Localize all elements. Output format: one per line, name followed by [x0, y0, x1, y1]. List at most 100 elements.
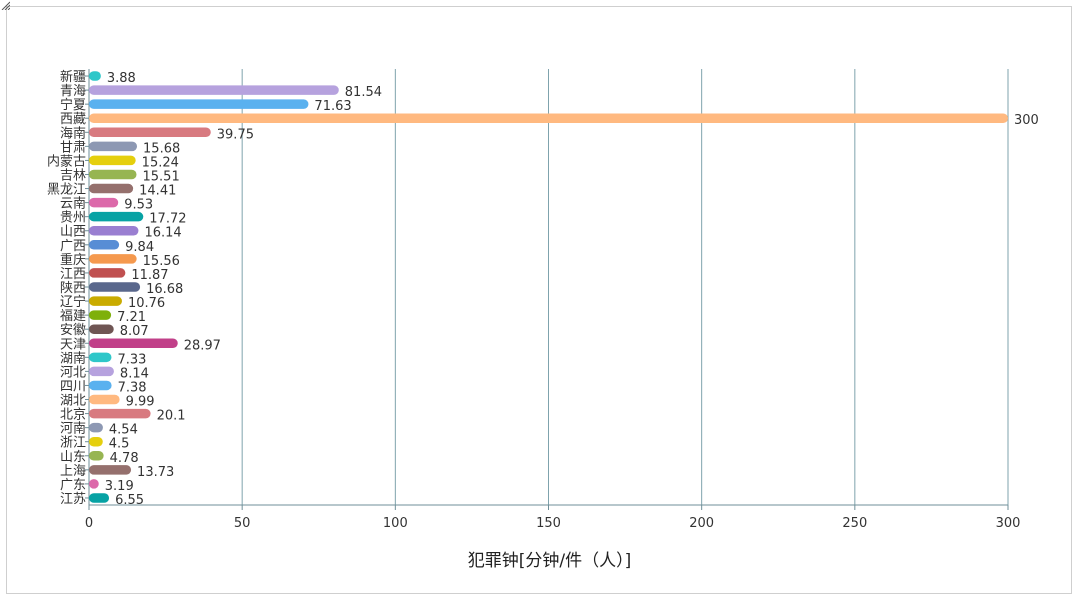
y-tick-label: 北京 [60, 408, 86, 423]
data-label: 81.54 [345, 85, 382, 100]
bar-湖北[interactable] [89, 394, 120, 405]
bar-内蒙古[interactable] [89, 155, 136, 166]
y-tick-label: 上海 [60, 464, 86, 479]
bar-贵州[interactable] [89, 211, 144, 222]
data-label: 4.78 [110, 451, 139, 466]
y-tick-label: 江苏 [60, 491, 86, 507]
data-label: 7.38 [118, 380, 147, 395]
bar-广西[interactable] [89, 240, 120, 250]
bar-青海[interactable] [89, 85, 339, 95]
bar-安徽[interactable] [89, 324, 114, 334]
data-label: 13.73 [137, 465, 174, 480]
y-tick-label: 山东 [60, 450, 86, 465]
data-label: 9.84 [125, 240, 154, 255]
data-label: 10.76 [128, 296, 165, 311]
bar-福建[interactable] [89, 310, 112, 320]
bar-山东[interactable] [89, 451, 104, 461]
y-tick-label: 浙江 [60, 436, 86, 451]
bar-海南[interactable] [89, 127, 211, 138]
y-tick-label: 广东 [60, 478, 86, 493]
y-tick-label: 广西 [60, 239, 86, 254]
data-label: 8.07 [120, 324, 149, 339]
data-label: 9.99 [126, 395, 155, 410]
y-tick-label: 河南 [60, 421, 86, 437]
data-label: 15.24 [142, 155, 179, 170]
bar-甘肃[interactable] [89, 141, 138, 152]
bar-辽宁[interactable] [89, 296, 122, 306]
y-tick-label: 四川 [60, 379, 86, 394]
y-tick-label: 贵州 [60, 211, 86, 226]
x-axis-title: 犯罪钟[分钟/件（人）] [468, 551, 632, 571]
bar-黑龙江[interactable] [89, 183, 134, 194]
y-tick-label: 云南 [60, 196, 86, 212]
data-label: 7.33 [117, 352, 146, 367]
bar-广东[interactable] [89, 479, 99, 489]
data-label: 15.51 [143, 169, 180, 184]
x-tick-label: 300 [996, 516, 1021, 531]
data-label: 9.53 [124, 198, 153, 213]
data-label: 16.68 [146, 282, 183, 297]
y-tick-label: 吉林 [60, 168, 86, 183]
y-tick-label: 湖北 [60, 394, 86, 409]
data-label: 20.1 [157, 409, 186, 424]
x-tick-label: 100 [383, 516, 408, 531]
data-label: 8.14 [120, 366, 149, 381]
data-label: 15.56 [143, 254, 180, 269]
bar-吉林[interactable] [89, 169, 137, 180]
data-label: 15.68 [143, 141, 180, 156]
bar-上海[interactable] [89, 465, 132, 475]
x-tick-label: 0 [85, 516, 93, 531]
bar-山西[interactable] [89, 225, 139, 236]
data-label: 3.88 [107, 71, 136, 86]
x-tick-label: 250 [842, 516, 867, 531]
bar-西藏[interactable] [89, 113, 1008, 123]
y-tick-label: 福建 [60, 309, 86, 324]
bar-新疆[interactable] [89, 71, 101, 81]
y-tick-label: 辽宁 [60, 294, 86, 310]
y-tick-label: 山西 [60, 225, 86, 240]
bar-重庆[interactable] [89, 254, 137, 264]
bar-江苏[interactable] [89, 493, 110, 503]
bar-北京[interactable] [89, 408, 151, 419]
x-tick-label: 150 [536, 516, 561, 531]
data-label: 17.72 [149, 212, 186, 227]
bar-浙江[interactable] [89, 436, 103, 447]
resize-handle-icon[interactable] [0, 0, 10, 10]
y-tick-label: 天津 [60, 337, 86, 352]
bar-宁夏[interactable] [89, 99, 309, 109]
data-label: 4.54 [109, 423, 138, 438]
y-tick-label: 青海 [60, 84, 86, 99]
bar-陕西[interactable] [89, 282, 141, 292]
y-tick-label: 陕西 [60, 281, 86, 296]
data-label: 39.75 [217, 127, 254, 142]
y-tick-label: 西藏 [60, 112, 86, 127]
x-tick-label: 200 [689, 516, 714, 531]
data-label: 300 [1014, 113, 1039, 128]
y-tick-label: 新疆 [60, 69, 86, 85]
bar-云南[interactable] [89, 197, 119, 208]
bar-河北[interactable] [89, 366, 114, 377]
y-tick-label: 安徽 [60, 323, 86, 338]
data-label: 6.55 [115, 493, 144, 508]
y-tick-label: 河北 [60, 365, 86, 380]
data-label: 4.5 [109, 437, 130, 452]
y-tick-label: 内蒙古 [47, 153, 86, 169]
y-tick-label: 宁夏 [60, 97, 86, 113]
data-label: 3.19 [105, 479, 134, 494]
data-label: 7.21 [117, 310, 146, 325]
data-label: 28.97 [184, 338, 221, 353]
y-tick-label: 黑龙江 [47, 183, 86, 198]
bar-天津[interactable] [89, 338, 178, 349]
data-label: 16.14 [144, 226, 181, 241]
x-tick-label: 50 [234, 516, 251, 531]
bar-江西[interactable] [89, 268, 126, 278]
data-label: 14.41 [139, 184, 176, 199]
bar-四川[interactable] [89, 380, 112, 391]
bar-河南[interactable] [89, 422, 103, 433]
data-label: 11.87 [131, 268, 168, 283]
y-tick-label: 重庆 [60, 252, 86, 268]
data-label: 71.63 [314, 99, 351, 114]
y-tick-label: 海南 [60, 125, 86, 141]
bar-湖南[interactable] [89, 352, 112, 363]
